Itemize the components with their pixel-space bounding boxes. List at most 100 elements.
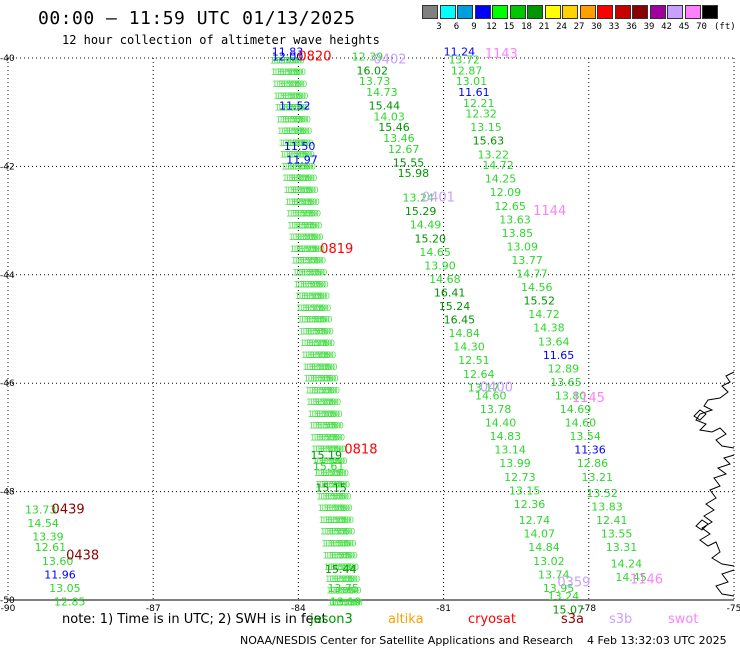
dense-wave-height-value: 13.50: [292, 245, 318, 255]
dense-wave-height-value: 13.50: [302, 269, 328, 279]
dense-wave-height-value: 13.50: [292, 174, 318, 184]
wave-height-value: 13.31: [606, 541, 638, 554]
dense-wave-height-value: 13.50: [318, 445, 344, 455]
wave-height-value: 11.65: [543, 349, 575, 362]
wave-height-value: 12.00: [272, 51, 304, 64]
dense-wave-height-value: 13.50: [279, 104, 305, 114]
wave-height-value: 16.45: [444, 314, 476, 327]
dense-wave-height-value: 13.50: [276, 115, 302, 125]
dense-wave-height-value: 13.50: [310, 410, 336, 420]
satellite-key-jason3: jason3: [310, 612, 353, 627]
dense-wave-height-value: 13.50: [287, 127, 313, 137]
dense-wave-height-value: 13.50: [306, 375, 332, 385]
dense-wave-height-value: 13.50: [315, 433, 341, 443]
dense-wave-height-value: 13.50: [280, 68, 306, 78]
dense-wave-height-value: 13.50: [289, 174, 315, 184]
dense-wave-height-value: 13.50: [316, 445, 342, 455]
dense-wave-height-value: 13.50: [324, 540, 350, 550]
dense-wave-height-value: 13.50: [276, 92, 302, 102]
wave-height-value: 12.41: [596, 514, 628, 527]
dense-wave-height-value: 13.50: [318, 492, 344, 502]
legend-swatch: [632, 5, 648, 19]
dense-wave-height-value: 13.50: [301, 351, 327, 361]
pass-1146: 13.6513.8014.6914.6013.5411.3612.8613.21…: [550, 376, 647, 584]
dense-wave-height-value: 13.50: [327, 575, 353, 585]
dense-wave-height-value: 13.50: [312, 410, 338, 420]
wave-height-value: 13.72: [448, 53, 480, 66]
lat-lon-grid: [7, 57, 735, 601]
legend-swatch: [562, 5, 578, 19]
dense-wave-height-value: 13.50: [326, 492, 352, 502]
dense-wave-height-value: 13.50: [313, 398, 339, 408]
lon-tick-label: -78: [581, 604, 596, 614]
wave-height-value: 14.84: [528, 541, 560, 554]
legend-swatch: [702, 5, 718, 19]
wave-height-value: 12.09: [490, 186, 521, 199]
dense-wave-height-value: 13.50: [303, 375, 329, 385]
dense-wave-height-value: 13.50: [322, 551, 348, 561]
wave-height-value: 13.24: [402, 192, 434, 205]
dense-wave-height-value: 13.50: [294, 221, 320, 231]
wave-height-value: 15.44: [325, 563, 357, 576]
dense-wave-height-value: 13.50: [302, 316, 328, 326]
pass-0359: 14.6013.7814.4014.8313.1413.9912.7313.15…: [475, 389, 584, 616]
dense-wave-height-value: 13.50: [305, 363, 331, 373]
legend-label: 39: [643, 22, 655, 32]
wave-height-value: 14.84: [448, 327, 480, 340]
dense-wave-height-value: 13.50: [295, 292, 321, 302]
wave-height-value: 14.72: [528, 308, 560, 321]
lat-tick-label: -46: [0, 379, 15, 389]
wave-height-value: 13.54: [569, 430, 601, 443]
dense-wave-height-value: 13.50: [317, 457, 343, 467]
wave-height-value: 14.83: [490, 430, 521, 443]
dense-wave-height-value: 13.50: [299, 245, 325, 255]
dense-wave-height-value: 13.50: [286, 186, 312, 196]
wave-height-value: 12.87: [451, 64, 483, 77]
dense-wave-height-value: 13.50: [311, 351, 337, 361]
wave-height-value: 11.52: [279, 99, 311, 112]
dense-wave-height-value: 13.50: [294, 198, 320, 208]
dense-wave-height-value: 13.50: [289, 198, 315, 208]
dense-wave-height-value: 13.50: [289, 221, 315, 231]
wave-height-value: 12.32: [465, 108, 497, 121]
dense-wave-height-value: 13.50: [283, 139, 309, 149]
dense-wave-height-value: 13.50: [290, 162, 316, 172]
dense-wave-height-value: 13.50: [284, 104, 310, 114]
wave-height-value: 12.61: [35, 541, 66, 554]
dense-wave-height-value: 13.50: [285, 115, 311, 125]
dense-wave-height-value: 13.50: [326, 516, 352, 526]
legend-swatch: [492, 5, 508, 19]
legend-swatch: [614, 5, 631, 19]
dense-wave-height-value: 13.50: [296, 280, 322, 290]
dense-wave-height-value: 13.50: [306, 304, 332, 314]
legend-label: 30: [591, 22, 602, 32]
wave-height-value: 14.60: [475, 389, 507, 402]
legend-swatch: [544, 5, 561, 19]
dense-wave-height-value: 13.50: [290, 245, 316, 255]
dense-wave-height-value: 13.50: [291, 186, 317, 196]
dense-wave-height-value: 13.50: [309, 363, 335, 373]
dense-wave-height-value: 13.50: [296, 304, 322, 314]
wave-height-value: 13.99: [499, 457, 531, 470]
wave-height-value: 13.01: [456, 75, 488, 88]
lat-tick-label: -40: [0, 54, 15, 64]
wave-height-value: 14.24: [611, 557, 643, 570]
wave-height-value: 14.60: [565, 417, 597, 430]
dense-wave-height-value: 13.50: [288, 139, 314, 149]
wave-height-value: 13.83: [591, 501, 623, 514]
wave-height-tracks: 12.3916.0213.7314.7315.4414.0315.4613.46…: [25, 45, 647, 616]
dense-wave-height-value: 13.50: [296, 233, 322, 243]
dense-wave-height-value: 13.50: [286, 210, 312, 220]
wave-height-value: 13.78: [480, 403, 512, 416]
dense-wave-height-value: 13.50: [292, 198, 318, 208]
wave-height-value: 14.72: [482, 159, 514, 172]
dense-wave-height-value: 13.50: [278, 68, 304, 78]
legend-swatch: [439, 5, 456, 19]
satellite-key-altika: altika: [388, 612, 424, 627]
dense-wave-height-value: 13.50: [321, 445, 347, 455]
dense-wave-height-value: 13.50: [300, 316, 326, 326]
legend-label: 70: [696, 22, 707, 32]
dense-wave-height-value: 13.50: [329, 587, 355, 597]
dense-wave-height-value: 13.50: [311, 422, 337, 432]
